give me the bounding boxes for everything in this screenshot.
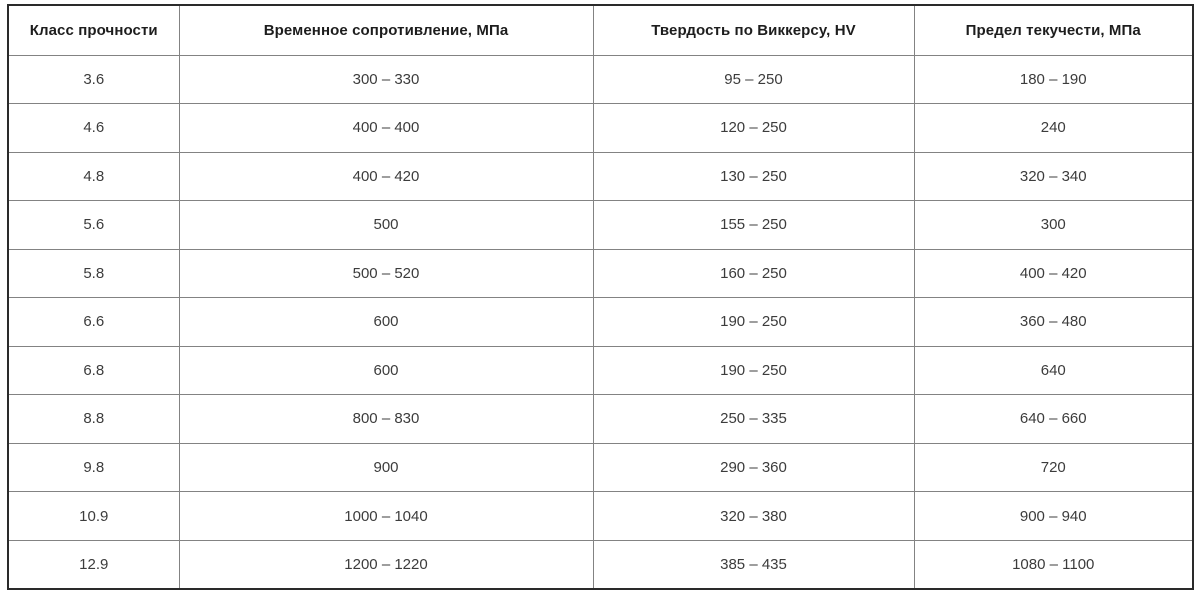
- table-body: 3.6 300 – 330 95 – 250 180 – 190 4.6 400 – 40…: [7, 54, 1194, 590]
- table-cell: 900 – 940: [913, 491, 1194, 541]
- header-row: Класс прочности Временное сопротивление, …: [7, 4, 1194, 56]
- table-cell: 600: [178, 345, 594, 396]
- table-cell: 300 – 330: [178, 54, 594, 105]
- table-row: 6.8 600 190 – 250 640: [7, 345, 1194, 396]
- column-header-1: Класс прочности: [7, 4, 180, 56]
- table-cell: 720: [913, 442, 1194, 493]
- strength-class-cell: 12.9: [7, 539, 180, 590]
- table-cell: 400 – 420: [178, 151, 594, 202]
- table-cell: 300: [913, 200, 1194, 250]
- strength-class-cell: 4.6: [7, 103, 180, 153]
- table-cell: 320 – 380: [592, 491, 915, 541]
- table-cell: 640 – 660: [913, 394, 1194, 444]
- strength-class-cell: 3.6: [7, 54, 180, 105]
- table-cell: 360 – 480: [913, 297, 1194, 347]
- table-cell: 180 – 190: [913, 54, 1194, 105]
- table-cell: 600: [178, 297, 594, 347]
- strength-class-cell: 5.6: [7, 200, 180, 250]
- strength-class-cell: 5.8: [7, 248, 180, 299]
- strength-class-cell: 9.8: [7, 442, 180, 493]
- table-cell: 320 – 340: [913, 151, 1194, 202]
- column-header-4: Предел текучести, МПа: [913, 4, 1194, 56]
- table-row: 3.6 300 – 330 95 – 250 180 – 190: [7, 54, 1194, 105]
- table-cell: 400 – 420: [913, 248, 1194, 299]
- table-cell: 900: [178, 442, 594, 493]
- table-row: 10.9 1000 – 1040 320 – 380 900 – 940: [7, 491, 1194, 541]
- table-cell: 290 – 360: [592, 442, 915, 493]
- table-row: 4.6 400 – 400 120 – 250 240: [7, 103, 1194, 153]
- table-cell: 385 – 435: [592, 539, 915, 590]
- table-row: 12.9 1200 – 1220 385 – 435 1080 – 1100: [7, 539, 1194, 590]
- strength-class-cell: 10.9: [7, 491, 180, 541]
- table-cell: 1200 – 1220: [178, 539, 594, 590]
- table-row: 8.8 800 – 830 250 – 335 640 – 660: [7, 394, 1194, 444]
- table-cell: 190 – 250: [592, 345, 915, 396]
- table-cell: 500: [178, 200, 594, 250]
- table-row: 4.8 400 – 420 130 – 250 320 – 340: [7, 151, 1194, 202]
- table-cell: 640: [913, 345, 1194, 396]
- table-cell: 240: [913, 103, 1194, 153]
- table-cell: 400 – 400: [178, 103, 594, 153]
- table-cell: 500 – 520: [178, 248, 594, 299]
- table-row: 5.6 500 155 – 250 300: [7, 200, 1194, 250]
- strength-class-cell: 8.8: [7, 394, 180, 444]
- table-cell: 130 – 250: [592, 151, 915, 202]
- table-cell: 190 – 250: [592, 297, 915, 347]
- table-cell: 1080 – 1100: [913, 539, 1194, 590]
- table-cell: 250 – 335: [592, 394, 915, 444]
- column-header-3: Твердость по Виккерсу, HV: [592, 4, 915, 56]
- table-header: Класс прочности Временное сопротивление, …: [7, 4, 1194, 56]
- table-row: 6.6 600 190 – 250 360 – 480: [7, 297, 1194, 347]
- table-row: 5.8 500 – 520 160 – 250 400 – 420: [7, 248, 1194, 299]
- table-cell: 155 – 250: [592, 200, 915, 250]
- strength-class-cell: 4.8: [7, 151, 180, 202]
- table-cell: 800 – 830: [178, 394, 594, 444]
- strength-class-cell: 6.6: [7, 297, 180, 347]
- table-cell: 160 – 250: [592, 248, 915, 299]
- column-header-2: Временное сопротивление, МПа: [178, 4, 594, 56]
- strength-class-cell: 6.8: [7, 345, 180, 396]
- table-cell: 95 – 250: [592, 54, 915, 105]
- table-cell: 120 – 250: [592, 103, 915, 153]
- table-row: 9.8 900 290 – 360 720: [7, 442, 1194, 493]
- table-cell: 1000 – 1040: [178, 491, 594, 541]
- strength-class-table: Класс прочности Временное сопротивление, …: [7, 4, 1194, 590]
